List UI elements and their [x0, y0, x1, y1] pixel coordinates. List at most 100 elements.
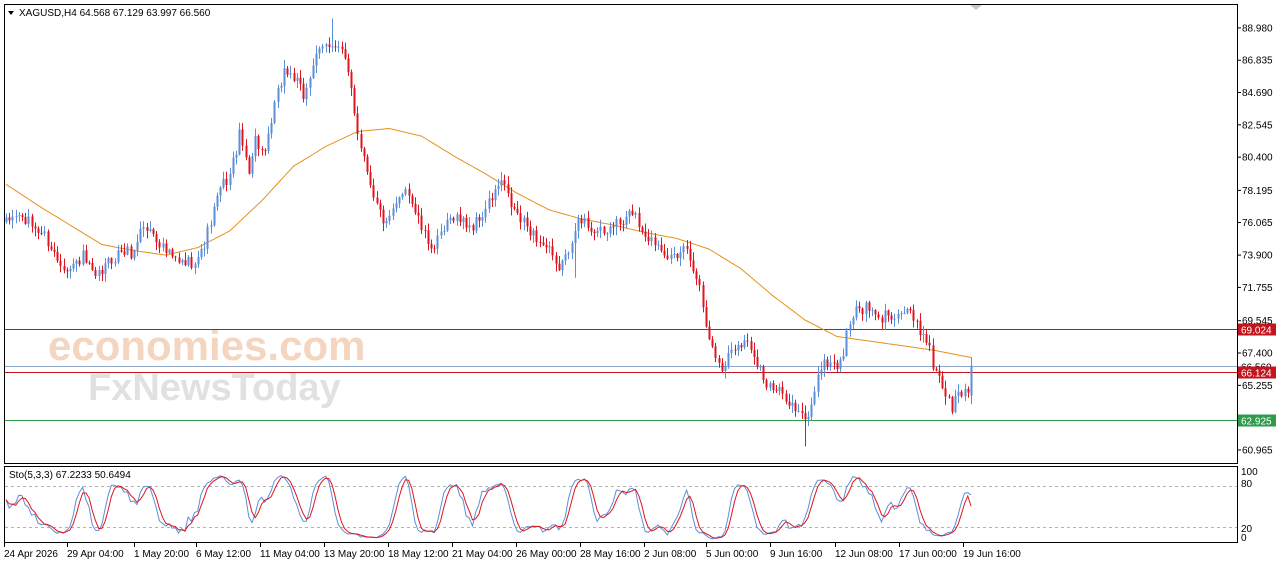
candle: [481, 211, 484, 227]
y-tick-label: 86.835: [1242, 56, 1273, 67]
candle-body: [718, 358, 721, 363]
candle: [641, 225, 644, 235]
candle-body: [481, 217, 484, 221]
candle-body: [759, 366, 762, 368]
candle: [606, 232, 609, 242]
candle-body: [545, 244, 548, 248]
symbol-dropdown-icon[interactable]: [8, 11, 14, 15]
candle-body: [270, 122, 273, 134]
candle: [424, 225, 427, 239]
candle-body: [107, 258, 110, 264]
candle-body: [762, 366, 765, 380]
candle-body: [152, 229, 155, 235]
candle: [500, 171, 503, 192]
stoch-level-100: 100: [1241, 467, 1258, 478]
candle-body: [401, 194, 404, 198]
x-tick-label: 24 Apr 2026: [4, 549, 58, 560]
candle: [906, 307, 909, 315]
candle: [43, 226, 46, 237]
candle-body: [232, 157, 235, 174]
candle: [714, 342, 717, 363]
candle-body: [788, 401, 791, 406]
candle-body: [414, 203, 417, 213]
candle: [446, 212, 449, 232]
candle-body: [34, 226, 37, 229]
candle: [117, 244, 120, 265]
candle: [893, 313, 896, 327]
candle: [772, 380, 775, 394]
candle-body: [174, 256, 177, 258]
time-axis[interactable]: 24 Apr 2026 29 Apr 04:00 1 May 20:00 6 May …: [4, 542, 1021, 560]
candle: [539, 235, 542, 248]
candle-body: [43, 231, 46, 234]
candle-body: [871, 310, 874, 312]
candle-body: [583, 217, 586, 224]
candle-body: [922, 334, 925, 336]
candle: [178, 252, 181, 264]
candle-body: [273, 101, 276, 123]
candle-body: [516, 208, 519, 214]
candle-body: [165, 243, 168, 254]
candle: [411, 193, 414, 208]
candle: [395, 196, 398, 213]
candle: [948, 394, 951, 399]
candle-body: [101, 269, 104, 275]
candle: [165, 239, 168, 258]
candle-body: [708, 326, 711, 340]
candle: [634, 211, 637, 219]
candle-body: [31, 216, 34, 227]
candle-body: [369, 171, 372, 186]
candle: [398, 196, 401, 208]
candle-body: [775, 390, 778, 392]
candle-body: [356, 113, 359, 134]
candle-body: [350, 72, 353, 88]
candle: [219, 186, 222, 203]
candle-body: [730, 349, 733, 354]
candle-body: [430, 243, 433, 249]
candle: [321, 43, 324, 54]
candle-body: [484, 208, 487, 218]
candle: [650, 230, 653, 247]
candle-body: [666, 255, 669, 259]
candle-body: [884, 310, 887, 323]
candle: [85, 244, 88, 264]
candle: [459, 206, 462, 227]
candle-body: [286, 68, 289, 75]
candle-body: [823, 359, 826, 370]
candle-body: [804, 413, 807, 420]
candle-body: [778, 387, 781, 391]
candle: [168, 248, 171, 255]
candle-body: [337, 46, 340, 48]
candle-body: [37, 228, 40, 233]
chart-shift-marker[interactable]: [970, 5, 982, 10]
candle-body: [858, 306, 861, 309]
candle: [928, 335, 931, 352]
candle: [503, 174, 506, 191]
candle: [599, 219, 602, 239]
candle-body: [328, 44, 331, 47]
candle: [852, 315, 855, 329]
candle-body: [833, 362, 836, 364]
candle: [705, 300, 708, 328]
candle: [551, 238, 554, 261]
candle: [788, 393, 791, 410]
candle-body: [206, 226, 209, 249]
price-axis[interactable]: 88.980 86.835 84.690 82.545 80.400 78.195 76.0…: [1237, 23, 1273, 456]
candle: [427, 223, 430, 251]
candle: [15, 209, 18, 224]
candle: [718, 354, 721, 368]
candle-body: [66, 270, 69, 272]
candle-body: [797, 410, 800, 412]
candle: [967, 386, 970, 398]
y-tick-label: 69.545: [1242, 316, 1273, 327]
candle-body: [53, 249, 56, 252]
candle: [660, 237, 663, 253]
candle: [881, 314, 884, 329]
candle: [756, 349, 759, 370]
candle: [823, 354, 826, 377]
candle: [40, 226, 43, 236]
candle-body: [299, 77, 302, 84]
y-tick-label: 71.755: [1242, 283, 1273, 294]
